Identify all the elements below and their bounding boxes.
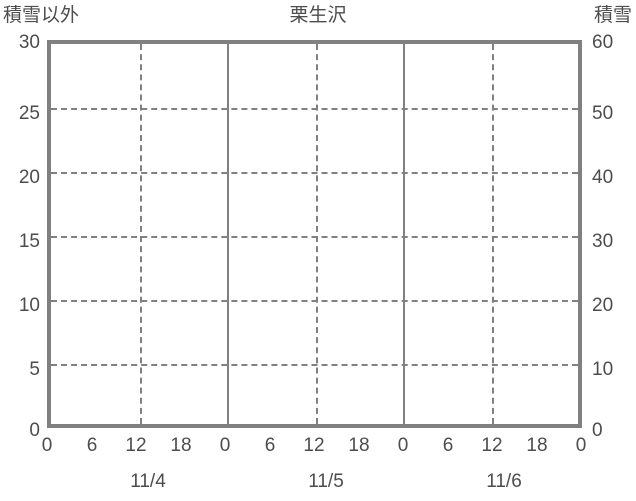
y-right-tick-50: 50 (592, 103, 614, 124)
y-left-tick-25: 25 (18, 103, 40, 124)
left-axis-title: 積雪以外 (3, 5, 80, 26)
gridline-v-day-boundary-2 (403, 44, 405, 424)
gridline-h-10 (51, 300, 578, 302)
y-right-tick-30: 30 (592, 231, 614, 252)
x-tick-10: 12 (481, 435, 503, 456)
x-tick-8: 0 (397, 435, 409, 456)
gridline-h-20 (51, 172, 578, 174)
plot-inner (51, 44, 578, 424)
y-right-tick-40: 40 (592, 167, 614, 188)
x-tick-5: 6 (264, 435, 276, 456)
gridline-v-day3-12h (492, 44, 494, 424)
gridline-h-15 (51, 236, 578, 238)
y-left-tick-5: 5 (29, 359, 40, 380)
x-tick-0: 0 (41, 435, 53, 456)
gridline-v-day-boundary-1 (227, 44, 229, 424)
x-tick-2: 12 (125, 435, 147, 456)
y-left-tick-15: 15 (18, 231, 40, 252)
x-tick-9: 6 (442, 435, 454, 456)
x-tick-4: 0 (219, 435, 231, 456)
x-tick-1: 6 (86, 435, 98, 456)
gridline-h-25 (51, 108, 578, 110)
x-tick-11: 18 (526, 435, 548, 456)
x-tick-7: 18 (348, 435, 370, 456)
x-tick-6: 12 (303, 435, 325, 456)
x-tick-12: 0 (575, 435, 587, 456)
page-title: 栗生沢 (289, 5, 347, 26)
y-left-tick-0: 0 (29, 420, 40, 441)
gridline-h-5 (51, 364, 578, 366)
y-right-tick-10: 10 (592, 359, 614, 380)
gridline-v-day1-12h (140, 44, 142, 424)
y-left-tick-10: 10 (18, 295, 40, 316)
right-axis-title: 積雪 (593, 5, 632, 26)
x-tick-3: 18 (170, 435, 192, 456)
y-right-tick-20: 20 (592, 295, 614, 316)
x-day-label-3: 11/6 (486, 471, 522, 492)
y-right-tick-60: 60 (592, 32, 614, 53)
y-right-tick-0: 0 (592, 420, 603, 441)
gridline-v-day2-12h (316, 44, 318, 424)
x-day-label-1: 11/4 (130, 471, 166, 492)
plot-area (47, 40, 582, 428)
y-left-tick-20: 20 (18, 167, 40, 188)
y-left-tick-30: 30 (18, 32, 40, 53)
x-day-label-2: 11/5 (308, 471, 344, 492)
